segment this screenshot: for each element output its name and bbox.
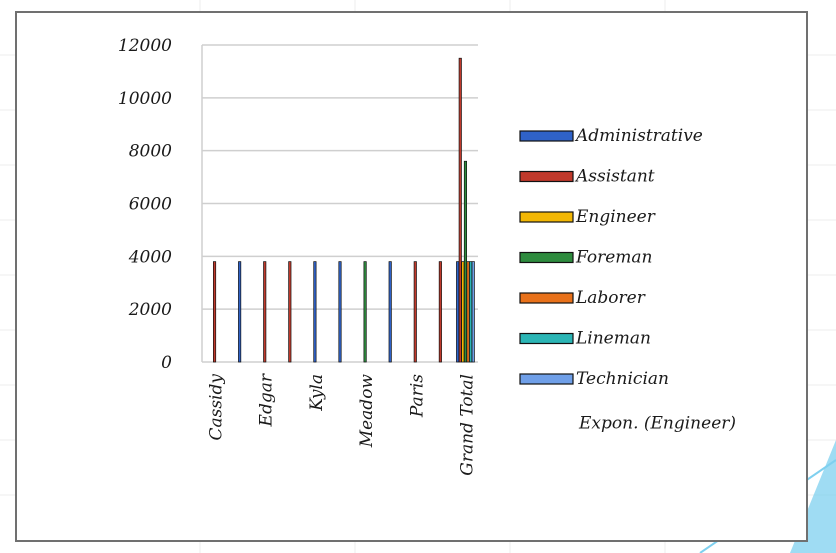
legend-swatch-assistant — [519, 170, 574, 183]
bar-foreman-6[interactable] — [363, 261, 367, 363]
y-tick-label: 8000 — [129, 142, 172, 162]
y-tick-label: 10000 — [118, 89, 172, 109]
legend-label-technician: Technician — [576, 369, 669, 389]
x-axis: Cassidy Edgar Kyla Meadow Paris Grand Total — [207, 373, 478, 476]
bar-assistant-3[interactable] — [288, 261, 292, 363]
legend-label-lineman: Lineman — [575, 329, 651, 349]
legend-swatch-laborer — [519, 292, 574, 304]
bar-administrative-7[interactable] — [388, 261, 392, 363]
bar-engineer-10[interactable] — [461, 261, 465, 363]
bar-assistant-0[interactable] — [212, 261, 217, 363]
legend-swatch-administrative — [519, 130, 574, 142]
x-tick-label: Meadow — [357, 374, 377, 449]
bar-assistant-10[interactable] — [458, 57, 462, 363]
legend-swatch-foreman — [519, 251, 574, 264]
x-tick-label: Kyla — [307, 374, 327, 412]
x-tick-label: Edgar — [257, 373, 277, 427]
legend-label-foreman: Foreman — [575, 248, 653, 268]
y-tick-label: 6000 — [129, 195, 172, 215]
x-tick-label: Grand Total — [457, 374, 477, 476]
legend-label-engineer: Engineer — [575, 207, 656, 227]
bar-lineman-10[interactable] — [469, 261, 473, 363]
bar-technician-10[interactable] — [471, 261, 475, 363]
x-tick-label: Paris — [407, 374, 427, 418]
y-tick-label: 4000 — [128, 247, 172, 267]
legend-label-assistant: Assistant — [574, 167, 655, 187]
legend-label-trendline: Expon. (Engineer) — [578, 414, 736, 434]
bar-laborer-10[interactable] — [466, 261, 470, 363]
legend-swatch-lineman — [519, 332, 574, 345]
bar-administrative-4[interactable] — [313, 261, 317, 363]
legend: Administrative Assistant Engineer Foreman La… — [519, 126, 736, 434]
bar-administrative-10[interactable] — [456, 261, 460, 363]
y-tick-label: 2000 — [128, 300, 172, 320]
y-tick-label: 0 — [161, 353, 172, 373]
bars — [212, 57, 475, 363]
x-tick-label: Cassidy — [207, 374, 227, 441]
y-axis: 12000 10000 8000 6000 4000 2000 0 — [118, 36, 203, 373]
chart-area[interactable] — [15, 11, 808, 542]
bar-assistant-2[interactable] — [263, 261, 267, 363]
y-tick-label: 12000 — [118, 36, 172, 56]
legend-swatch-technician — [519, 373, 574, 385]
bar-assistant-8[interactable] — [413, 261, 417, 363]
legend-label-laborer: Laborer — [575, 288, 646, 308]
legend-label-administrative: Administrative — [574, 126, 703, 146]
bar-administrative-1[interactable] — [238, 261, 242, 363]
bar-assistant-9[interactable] — [438, 261, 442, 363]
legend-swatch-engineer — [519, 211, 574, 223]
bar-administrative-5[interactable] — [338, 261, 342, 363]
bar-foreman-10[interactable] — [463, 160, 468, 363]
